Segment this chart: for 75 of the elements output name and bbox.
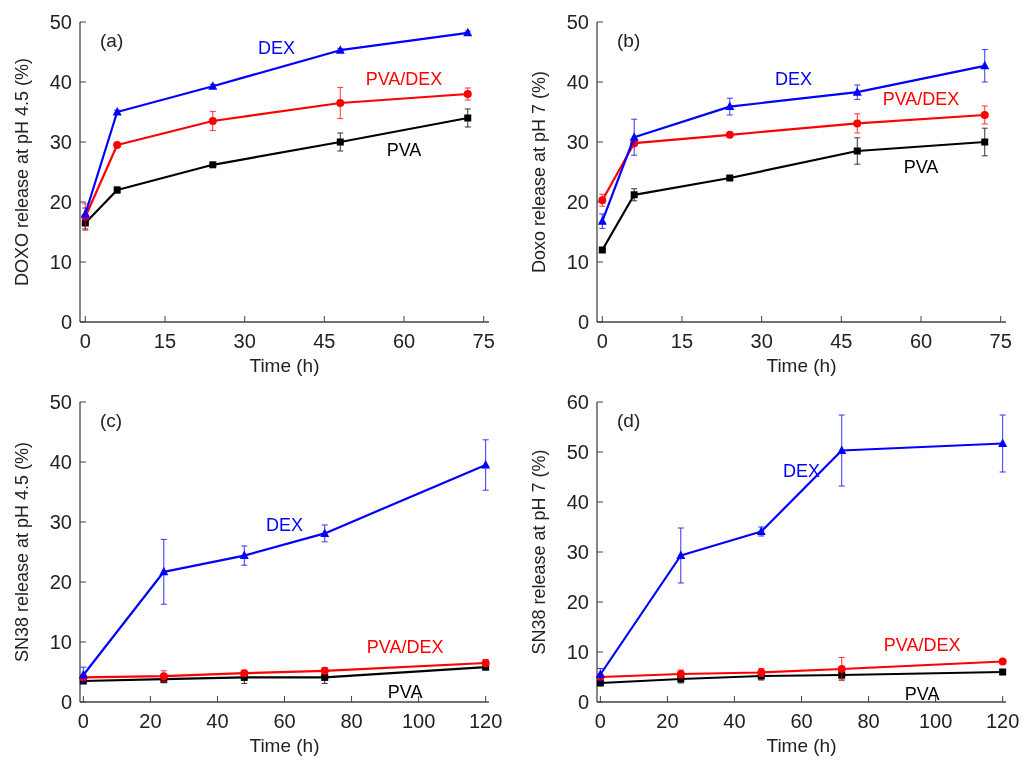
- y-tick-label: 60: [566, 391, 589, 413]
- y-tick-label: 40: [566, 491, 589, 513]
- y-tick-label: 0: [577, 691, 589, 713]
- x-tick-label: 0: [596, 330, 608, 352]
- series-label: DEX: [258, 38, 296, 59]
- y-axis-title: SN38 release at pH 4.5 (%): [12, 441, 32, 663]
- y-tick-label: 30: [566, 131, 589, 153]
- series-label: PVA: [903, 156, 939, 177]
- annotation: (c): [100, 410, 123, 431]
- y-tick-label: 50: [49, 11, 72, 33]
- y-axis-title: DOXO release at pH 4.5 (%): [12, 57, 32, 287]
- y-tick-label: 40: [49, 71, 72, 93]
- y-tick-label: 0: [60, 691, 72, 713]
- y-tick-label: 0: [60, 311, 72, 333]
- annotation: (d): [617, 410, 641, 431]
- y-axis-title: Doxo release at pH 7 (%): [529, 70, 549, 274]
- x-tick-label: 40: [723, 710, 746, 732]
- y-tick-label: 20: [566, 591, 589, 613]
- series-label: PVA: [387, 682, 423, 703]
- x-tick-label: 0: [77, 710, 89, 732]
- y-tick-label: 50: [566, 441, 589, 463]
- y-axis-title: SN38 release at pH 7 (%): [529, 449, 549, 655]
- annotation: (b): [617, 30, 641, 51]
- x-tick-label: 80: [857, 710, 880, 732]
- y-tick-label: 30: [49, 511, 72, 533]
- y-tick-label: 50: [566, 11, 589, 33]
- series-label: PVA/DEX: [365, 68, 443, 89]
- y-tick-label: 10: [566, 641, 589, 663]
- series-label: PVA/DEX: [366, 636, 444, 657]
- x-tick-label: 30: [233, 330, 256, 352]
- x-axis-title: Time (h): [249, 355, 320, 376]
- x-axis-title: Time (h): [766, 355, 837, 376]
- x-tick-label: 15: [153, 330, 177, 352]
- y-tick-label: 30: [49, 131, 72, 153]
- x-tick-label: 80: [340, 710, 363, 732]
- x-tick-label: 60: [392, 330, 416, 352]
- y-tick-label: 20: [49, 571, 72, 593]
- x-tick-label: 100: [918, 710, 953, 732]
- y-tick-label: 40: [566, 71, 589, 93]
- series-label: DEX: [265, 514, 304, 535]
- y-tick-label: 10: [49, 631, 72, 653]
- series-label: DEX: [775, 69, 813, 90]
- series-label: DEX: [782, 461, 821, 481]
- x-tick-label: 75: [989, 330, 1012, 352]
- x-tick-label: 20: [656, 710, 679, 732]
- annotation: (a): [100, 30, 124, 51]
- x-tick-label: 0: [79, 330, 91, 352]
- x-tick-label: 60: [790, 710, 813, 732]
- x-tick-label: 0: [594, 710, 606, 732]
- x-tick-label: 75: [472, 330, 495, 352]
- y-tick-label: 50: [49, 391, 72, 413]
- x-tick-label: 40: [206, 710, 229, 732]
- y-tick-label: 0: [577, 311, 589, 333]
- x-tick-label: 120: [985, 710, 1020, 732]
- series-label: PVA/DEX: [882, 89, 960, 110]
- series-label: PVA: [904, 683, 940, 704]
- x-tick-label: 45: [830, 330, 853, 352]
- series-label: PVA: [386, 140, 422, 160]
- y-tick-label: 10: [566, 251, 589, 273]
- y-tick-label: 40: [49, 451, 72, 473]
- x-tick-label: 45: [313, 330, 336, 352]
- x-tick-label: 100: [401, 710, 436, 732]
- x-axis-title: Time (h): [249, 735, 320, 756]
- y-tick-label: 20: [49, 191, 72, 213]
- x-tick-label: 15: [670, 330, 694, 352]
- series-label: PVA/DEX: [883, 635, 961, 656]
- x-tick-label: 120: [468, 710, 503, 732]
- y-tick-label: 30: [566, 541, 589, 563]
- x-tick-label: 60: [909, 330, 933, 352]
- x-tick-label: 60: [273, 710, 296, 732]
- x-tick-label: 30: [750, 330, 773, 352]
- x-axis-title: Time (h): [766, 735, 837, 756]
- y-tick-label: 20: [566, 191, 589, 213]
- x-tick-label: 20: [139, 710, 162, 732]
- y-tick-label: 10: [49, 251, 72, 273]
